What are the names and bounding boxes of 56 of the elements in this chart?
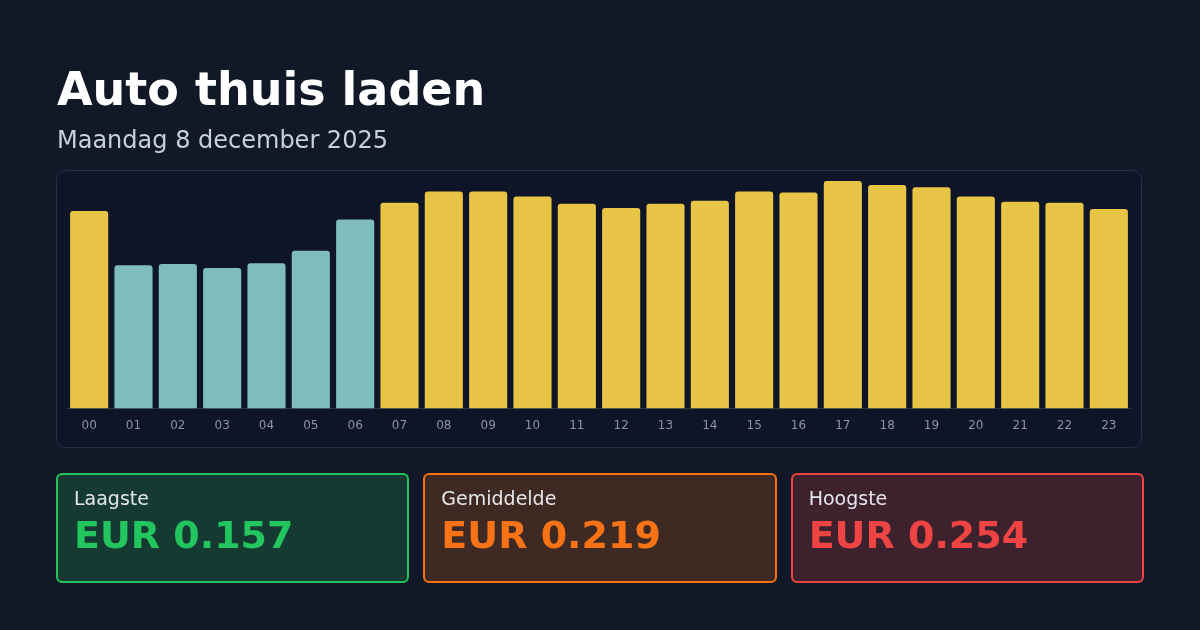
x-tick-label: 22 [1056, 417, 1073, 432]
x-tick-label: 03 [214, 417, 230, 432]
x-tick-label: 00 [81, 417, 97, 432]
x-tick-label: 14 [702, 417, 718, 432]
text: EUR 0.254 [808, 513, 1029, 557]
bar [602, 208, 641, 409]
x-tick-label: 17 [835, 417, 851, 432]
bar [1045, 202, 1084, 409]
x-tick-label: 02 [170, 417, 186, 432]
bar [380, 202, 419, 409]
x-tick-label: 05 [303, 417, 319, 432]
bar [1001, 201, 1040, 409]
x-tick-label: 08 [436, 417, 452, 432]
x-tick-label: 23 [1101, 417, 1117, 432]
bar [203, 267, 242, 409]
text: EUR 0.157 [74, 513, 294, 557]
x-tick-label: 15 [746, 417, 762, 432]
bar [70, 211, 109, 409]
bar [956, 196, 995, 409]
x-tick-label: 07 [391, 417, 408, 432]
x-tick-label: 13 [657, 417, 674, 432]
x-tick-label: 09 [480, 417, 496, 432]
chart-title: Auto thuis laden [57, 62, 486, 116]
x-tick-label: 01 [125, 417, 142, 432]
bar [114, 265, 153, 409]
x-tick-label: 20 [968, 417, 984, 432]
x-tick-label: 18 [879, 417, 895, 432]
x-tick-label: 06 [347, 417, 363, 432]
bar [868, 185, 907, 409]
text: EUR 0.219 [441, 513, 661, 557]
x-tick-label: 10 [524, 417, 541, 432]
x-tick-label: 16 [790, 417, 807, 432]
bar [779, 192, 818, 409]
x-tick-label: 19 [923, 417, 940, 432]
bar [646, 203, 685, 409]
chart-subtitle: Maandag 8 december 2025 [57, 126, 388, 154]
bar [247, 263, 286, 409]
x-tick-label: 21 [1012, 417, 1028, 432]
category-label: Gemiddelde [441, 487, 558, 509]
x-tick-label: 12 [613, 417, 629, 432]
bar [823, 181, 862, 409]
bar [557, 203, 596, 409]
x-tick-label: 04 [258, 417, 275, 432]
category-label: Laagste [74, 487, 150, 509]
category-label: Hoogste [808, 487, 889, 509]
bar [158, 264, 197, 409]
bar [1089, 209, 1128, 409]
bar [690, 200, 729, 409]
bar [336, 219, 375, 409]
bar [424, 191, 463, 409]
bar [912, 187, 951, 409]
bar [513, 196, 552, 409]
bar [291, 250, 330, 409]
bar [469, 191, 508, 409]
x-tick-label: 11 [569, 417, 585, 432]
bar [735, 191, 774, 409]
